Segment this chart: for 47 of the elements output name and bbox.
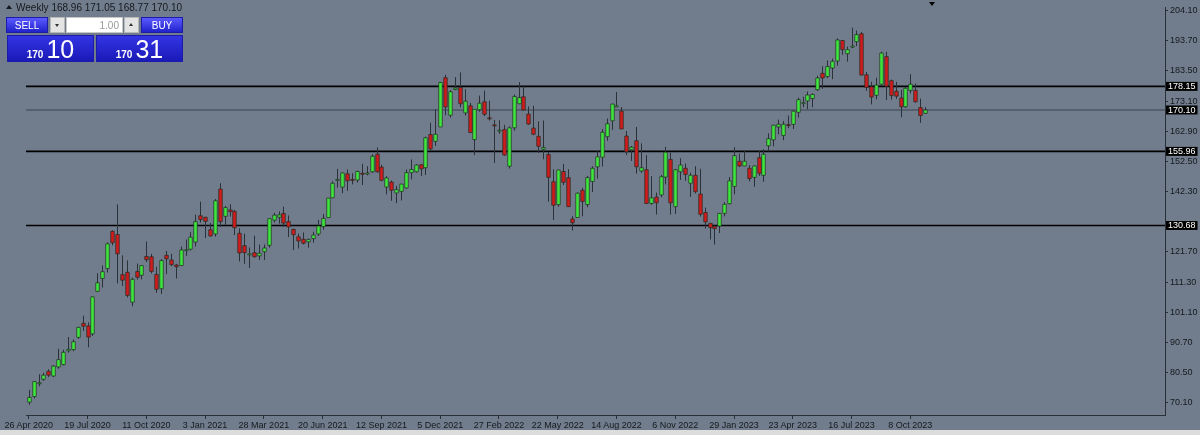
y-tick-label: 193.70	[1170, 35, 1198, 46]
ref-line-label: 155.96	[1168, 146, 1196, 157]
y-tick-label: 80.50	[1170, 367, 1193, 377]
y-tick-label: 152.50	[1170, 156, 1198, 167]
price-box: 170 10	[7, 35, 94, 62]
x-tick-label: 5 Dec 2021	[417, 419, 464, 430]
y-tick-label: 142.30	[1170, 185, 1198, 196]
y-tick-label: 173.10	[1170, 95, 1198, 106]
y-tick-label: 183.50	[1170, 65, 1198, 76]
x-tick-label: 3 Jan 2021	[182, 419, 228, 430]
annotation: 10	[46, 35, 75, 63]
number-field: 1.00	[66, 17, 123, 33]
x-tick-label: 6 Nov 2022	[652, 419, 699, 430]
candlestick	[541, 120, 546, 160]
y-tick-label: 121.70	[1170, 246, 1198, 257]
x-tick-label: 22 May 2022	[531, 419, 584, 430]
x-tick-label: 28 Mar 2021	[238, 419, 290, 430]
x-tick-label: 27 Feb 2022	[473, 419, 525, 430]
y-tick-label: 101.10	[1170, 306, 1198, 317]
price-box: 170 31	[96, 35, 183, 62]
chart-title: Weekly 168.96 171.05 168.77 170.10	[16, 2, 183, 14]
annotation: 170	[26, 49, 44, 61]
y-tick-label: 162.90	[1170, 125, 1198, 136]
annotation: 31	[135, 35, 164, 63]
x-tick-label: 29 Jan 2023	[709, 419, 759, 430]
x-tick-label: 23 Apr 2023	[768, 419, 818, 430]
x-tick-label: 16 Jul 2023	[828, 419, 875, 430]
x-tick-label: 8 Oct 2023	[888, 419, 933, 430]
candlestick	[536, 120, 541, 154]
y-tick-label: 204.10	[1170, 4, 1198, 15]
candlestick	[546, 151, 551, 203]
sell-button: SELL	[6, 17, 48, 33]
x-tick-label: 11 Oct 2020	[122, 419, 171, 430]
y-tick-label: 90.70	[1170, 337, 1193, 348]
buy-button: BUY	[141, 17, 183, 33]
x-tick-label: 20 Jun 2021	[297, 419, 348, 430]
x-tick-label: 26 Apr 2020	[4, 419, 54, 430]
ref-line-label: 170.10	[1168, 104, 1196, 115]
y-tick-label: 70.10	[1170, 397, 1193, 408]
annotation: 170	[115, 49, 133, 61]
x-tick-label: 14 Aug 2022	[591, 419, 642, 430]
ref-line-label: 178.15	[1168, 81, 1196, 92]
x-tick-label: 12 Sep 2021	[355, 419, 407, 430]
y-tick-label: 111.30	[1170, 276, 1197, 287]
ref-line-label: 130.68	[1168, 220, 1196, 231]
candlestick	[100, 265, 105, 289]
x-tick-label: 19 Jul 2020	[64, 419, 111, 430]
